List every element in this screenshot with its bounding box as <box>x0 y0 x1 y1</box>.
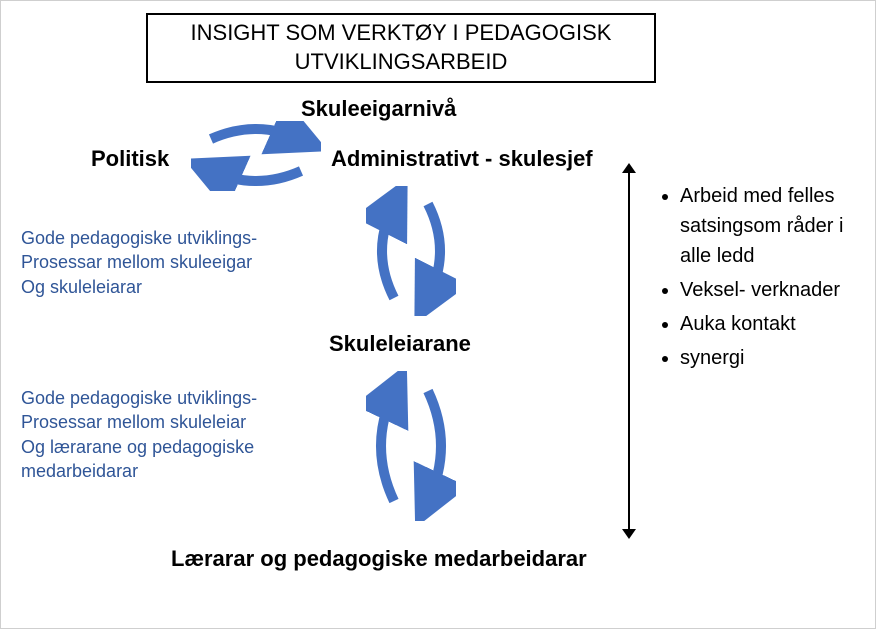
bullet-item: Veksel- verknader <box>680 275 856 305</box>
label-mid: Skuleleiarane <box>329 331 471 357</box>
annotation-upper: Gode pedagogiske utviklings- Prosessar m… <box>21 226 257 299</box>
vertical-connector <box>619 161 639 541</box>
label-bottom: Lærarar og pedagogiske medarbeidarar <box>171 546 587 572</box>
label-top-level: Skuleeigarnivå <box>301 96 456 122</box>
diagram-title: INSIGHT SOM VERKTØY I PEDAGOGISK UTVIKLI… <box>146 13 656 83</box>
bullet-item: synergi <box>680 343 856 373</box>
label-politisk: Politisk <box>91 146 169 172</box>
label-admin: Administrativt - skulesjef <box>331 146 593 172</box>
cycle-arrows-upper-vertical <box>366 186 456 316</box>
bullet-item: Arbeid med felles satsingsom råder i all… <box>680 181 856 271</box>
cycle-arrows-lower-vertical <box>366 371 456 521</box>
annotation-lower: Gode pedagogiske utviklings- Prosessar m… <box>21 386 257 483</box>
cycle-arrows-top-horizontal <box>191 121 321 191</box>
title-text: INSIGHT SOM VERKTØY I PEDAGOGISK UTVIKLI… <box>148 19 654 76</box>
bullet-list: Arbeid med felles satsingsom råder i all… <box>656 181 856 377</box>
bullet-item: Auka kontakt <box>680 309 856 339</box>
